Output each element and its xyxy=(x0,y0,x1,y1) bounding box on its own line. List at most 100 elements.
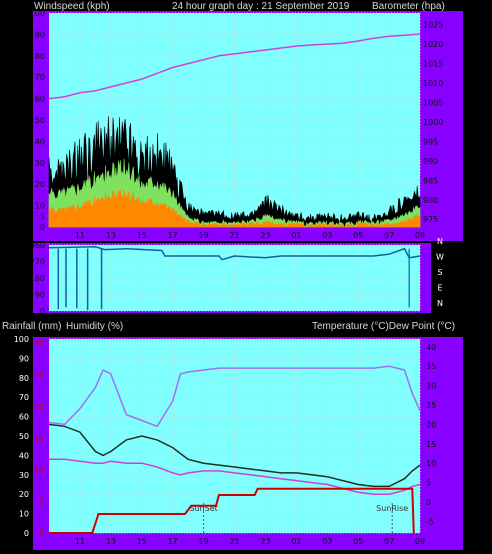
temperature-x-tick: 15 xyxy=(137,537,147,546)
temperature-y-tick: 15 xyxy=(426,440,436,449)
barometer-y-tick: 1020 xyxy=(423,40,443,49)
barometer-y-tick: 990 xyxy=(423,157,438,166)
wind-y-tick: 0 xyxy=(40,223,45,232)
temperature-x-tick: 13 xyxy=(106,537,116,546)
barometer-y-tick: 1015 xyxy=(423,60,443,69)
temperature-x-tick: 09 xyxy=(415,537,425,546)
compass-label-e: E xyxy=(437,284,442,293)
humidity-y-tick: 100 xyxy=(14,335,29,344)
direction-y-tick: 180 xyxy=(30,274,45,283)
wind-x-tick: 23 xyxy=(260,231,270,240)
wind-y-tick: 40 xyxy=(35,137,45,146)
series-rainfall xyxy=(49,487,415,534)
temperature-y-tick: -5 xyxy=(426,517,434,526)
series-wind-avg xyxy=(48,189,421,228)
compass-label-n: N xyxy=(437,237,443,246)
temperature-y-tick: 30 xyxy=(426,382,436,391)
series-dewpoint xyxy=(49,458,421,495)
wind-y-tick: 80 xyxy=(35,52,45,61)
wind-x-tick: 11 xyxy=(75,231,85,240)
wind-y-tick: 10 xyxy=(35,202,45,211)
rain-y-tick: 25 xyxy=(34,371,44,380)
rain-y-tick: 30 xyxy=(34,339,44,348)
wind-y-tick: 30 xyxy=(35,159,45,168)
temperature-x-tick: 07 xyxy=(384,537,394,546)
wind-y-tick: 20 xyxy=(35,180,45,189)
compass-label-w: W xyxy=(436,253,444,262)
wind-x-tick: 15 xyxy=(137,231,147,240)
barometer-y-tick: 1025 xyxy=(423,21,443,30)
wind-y-tick: 50 xyxy=(35,116,45,125)
temperature-x-tick: 11 xyxy=(75,537,85,546)
rain-y-tick: 5 xyxy=(39,497,44,506)
windspeed-axis-title: Windspeed (kph) xyxy=(34,1,110,12)
wind-x-tick: 17 xyxy=(168,231,178,240)
temperature-x-tick: 01 xyxy=(291,537,301,546)
direction-y-tick: 90 xyxy=(35,291,45,300)
direction-y-tick: 0 xyxy=(40,307,45,316)
temperature-x-tick: 17 xyxy=(168,537,178,546)
wind-y-tick: 90 xyxy=(35,30,45,39)
direction-y-tick: 270 xyxy=(30,258,45,267)
humidity-y-tick: 70 xyxy=(19,393,29,402)
temperature-x-tick: 19 xyxy=(198,537,208,546)
wind-x-tick: 03 xyxy=(322,231,332,240)
barometer-y-tick: 995 xyxy=(423,137,438,146)
temperature-y-tick: 35 xyxy=(426,362,436,371)
barometer-y-tick: 1010 xyxy=(423,79,443,88)
rain-y-tick: 10 xyxy=(34,466,44,475)
wind-x-tick: 01 xyxy=(291,231,301,240)
wind-x-tick: 07 xyxy=(384,231,394,240)
barometer-y-tick: 980 xyxy=(423,196,438,205)
barometer-axis-title: Barometer (hpa) xyxy=(372,1,445,12)
temperature-y-tick: 40 xyxy=(426,343,436,352)
temperature-x-tick: 23 xyxy=(260,537,270,546)
wind-x-tick: 05 xyxy=(353,231,363,240)
barometer-y-tick: 985 xyxy=(423,176,438,185)
series-barometer xyxy=(48,33,421,100)
wind-y-tick: 60 xyxy=(35,95,45,104)
temperature-y-tick: 20 xyxy=(426,420,436,429)
chart-date-title: 24 hour graph day : 21 September 2019 xyxy=(172,1,350,12)
series-wind-direction xyxy=(48,246,421,261)
humidity-y-tick: 60 xyxy=(19,413,29,422)
barometer-y-tick: 975 xyxy=(423,215,438,224)
series-temperature xyxy=(48,423,421,488)
humidity-y-tick: 0 xyxy=(24,529,29,538)
humidity-axis-title: Humidity (%) xyxy=(66,321,124,332)
temperature-y-tick: 25 xyxy=(426,401,436,410)
humidity-y-tick: 20 xyxy=(19,490,29,499)
sunset-label: SunSet xyxy=(189,504,217,513)
compass-label-s: S xyxy=(437,268,442,277)
wind-y-tick: 100 xyxy=(30,9,45,18)
wind-x-tick: 19 xyxy=(198,231,208,240)
humidity-y-tick: 10 xyxy=(19,510,29,519)
temperature-y-tick: 10 xyxy=(426,459,436,468)
wind-x-tick: 09 xyxy=(415,231,425,240)
rain-y-tick: 15 xyxy=(34,434,44,443)
series-humidity xyxy=(48,365,421,428)
wind-y-tick: 5 xyxy=(40,212,45,221)
rain-y-tick: 0 xyxy=(39,529,44,538)
rainfall-axis-title: Rainfall (mm) xyxy=(2,321,62,332)
compass-label-n: N xyxy=(437,299,443,308)
wind-x-tick: 13 xyxy=(106,231,116,240)
temperature-axis-title: Temperature (°C)Dew Point (°C) xyxy=(312,321,456,332)
direction-y-tick: 360 xyxy=(30,241,45,250)
temperature-x-tick: 05 xyxy=(353,537,363,546)
temperature-y-tick: 5 xyxy=(426,479,431,488)
temperature-x-tick: 21 xyxy=(229,537,239,546)
humidity-y-tick: 80 xyxy=(19,374,29,383)
sunrise-label: SunRise xyxy=(376,504,408,513)
barometer-y-tick: 1000 xyxy=(423,118,443,127)
humidity-y-tick: 30 xyxy=(19,471,29,480)
wind-x-tick: 21 xyxy=(229,231,239,240)
temperature-x-tick: 03 xyxy=(322,537,332,546)
wind-y-tick: 70 xyxy=(35,73,45,82)
humidity-y-tick: 50 xyxy=(19,432,29,441)
temperature-y-tick: 0 xyxy=(426,498,431,507)
humidity-y-tick: 40 xyxy=(19,451,29,460)
barometer-y-tick: 1005 xyxy=(423,98,443,107)
humidity-y-tick: 90 xyxy=(19,354,29,363)
